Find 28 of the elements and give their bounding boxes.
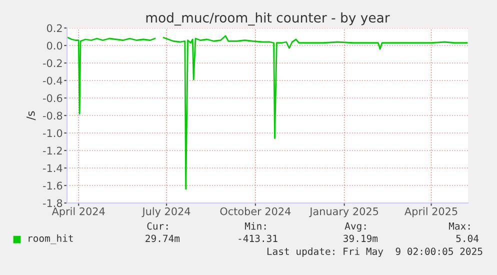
text: Max:	[448, 222, 470, 230]
text: 39.19m	[344, 234, 378, 242]
y-tick-label: -1.0	[43, 129, 62, 138]
x-tick-label: April 2024	[52, 207, 105, 218]
y-axis-title: /s	[26, 111, 36, 120]
y-tick-label: 0.2	[46, 24, 62, 32]
y-tick-label: -0.4	[43, 76, 62, 85]
x-tick-label: October 2024	[220, 207, 291, 216]
text: Avg:	[344, 222, 366, 232]
text: 29.74m	[146, 234, 180, 242]
y-tick-label: -0.8	[43, 112, 62, 120]
x-tick-label: April 2025	[404, 207, 458, 218]
x-tick-label: January 2025	[309, 207, 378, 218]
y-tick-label: -1.8	[43, 199, 62, 208]
x-tick-label: July 2024	[142, 207, 190, 218]
text: Cur:	[147, 222, 168, 230]
y-tick-label: 0.0	[46, 42, 62, 50]
y-tick-label: -0.6	[43, 94, 62, 102]
text: -413.31	[238, 234, 278, 242]
chart-title: mod_muc/room_hit counter - by year	[146, 12, 390, 26]
legend-label: room_hit	[28, 234, 73, 244]
y-tick-label: -1.4	[43, 164, 62, 172]
y-tick-label: -0.2	[43, 59, 62, 68]
y-tick-label: -1.6	[43, 182, 62, 190]
text: 5.04	[456, 234, 479, 242]
text: Last update: Fri May 9 02:00:05 2025	[267, 247, 482, 257]
text: Min:	[244, 222, 266, 230]
y-tick-label: -1.2	[43, 146, 62, 154]
